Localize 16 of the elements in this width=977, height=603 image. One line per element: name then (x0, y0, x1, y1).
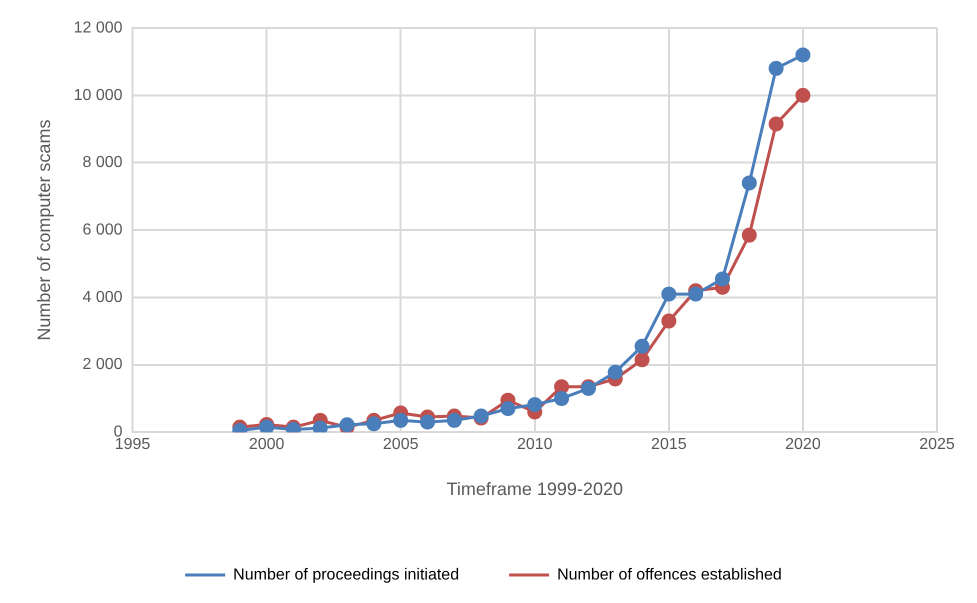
x-tick-label: 2015 (651, 436, 687, 454)
legend-label: Number of offences established (557, 566, 782, 584)
y-tick-label: 6 000 (82, 222, 123, 239)
y-axis-title: Number of computer scams (34, 120, 54, 341)
y-tick-label: 4 000 (82, 288, 123, 306)
x-tick-label: 2005 (382, 436, 419, 454)
x-tick-label: 2020 (785, 436, 821, 454)
legend-label: Number of proceedings initiated (233, 566, 460, 584)
x-tick-label: 2025 (919, 436, 955, 454)
y-tick-label: 12 000 (74, 19, 123, 36)
y-tick-label: 10 000 (74, 86, 123, 104)
y-tick-label: 2 000 (82, 356, 123, 374)
x-tick-label: 2010 (516, 436, 553, 454)
x-axis-title: Timeframe 1999-2020 (446, 479, 623, 500)
x-tick-label: 2000 (248, 436, 285, 454)
y-tick-label: 8 000 (82, 154, 123, 172)
